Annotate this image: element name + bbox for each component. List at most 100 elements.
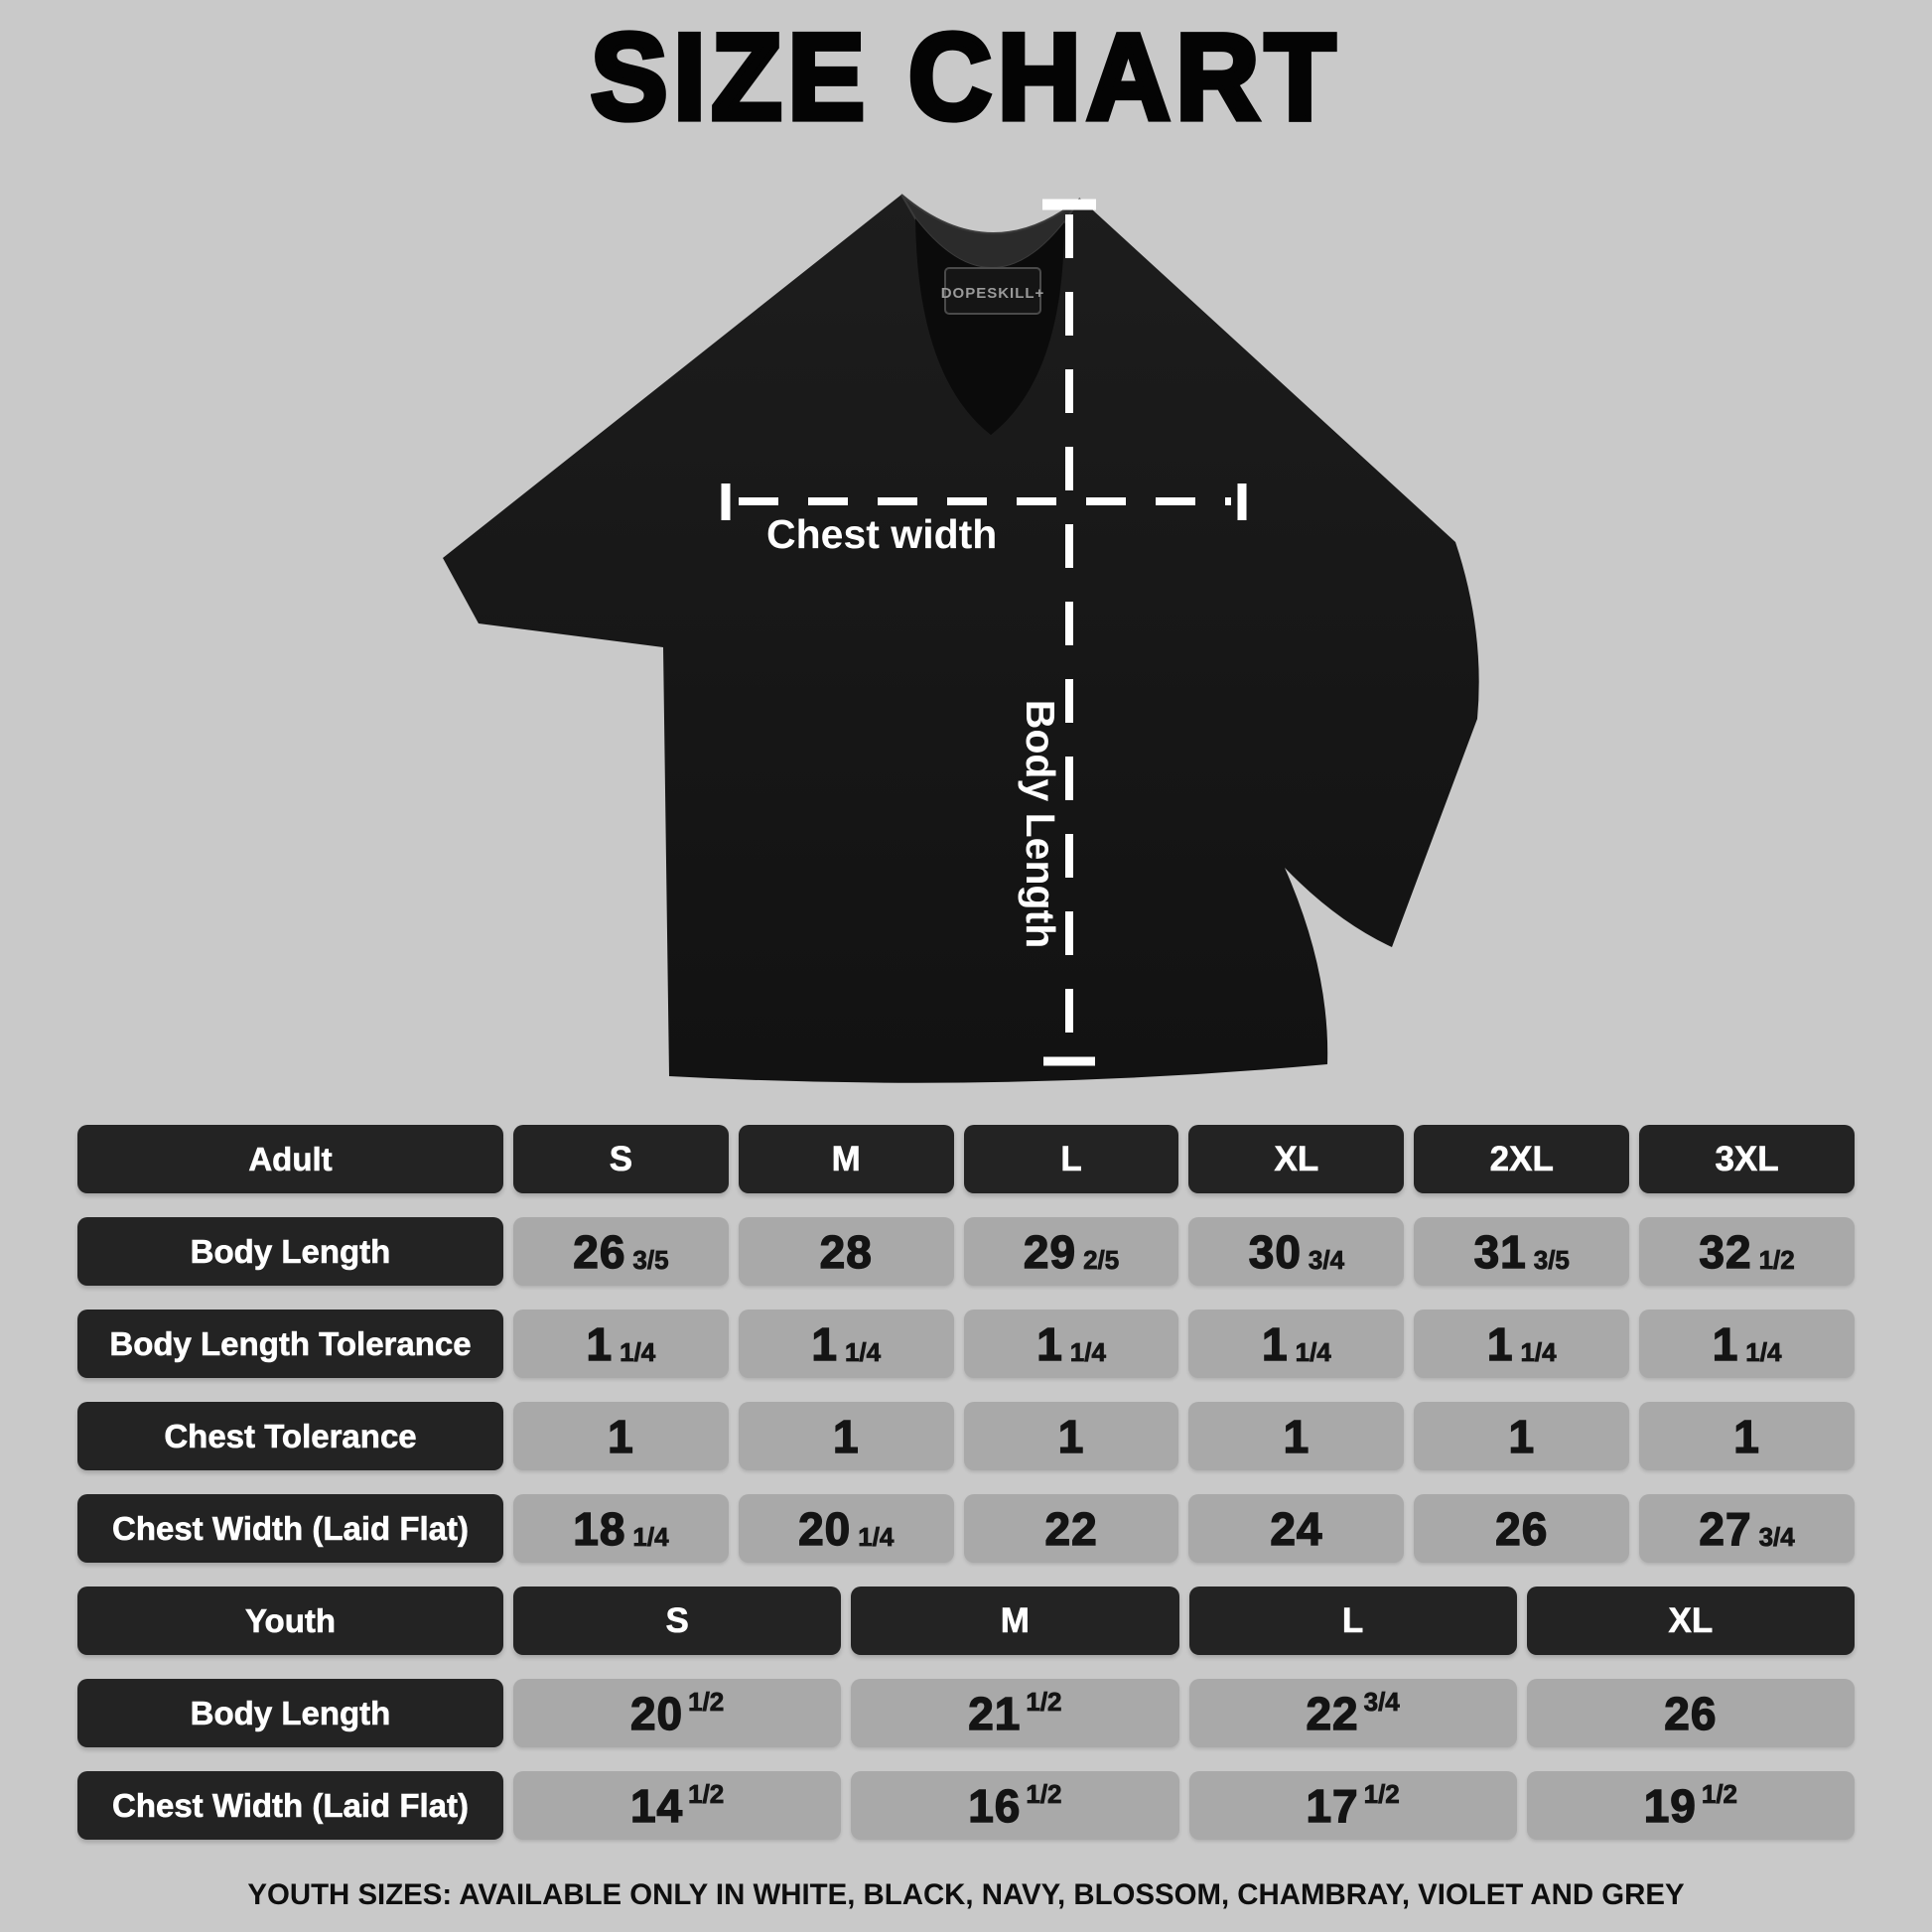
- value-fraction: 1/4: [858, 1522, 895, 1553]
- chest-width-line: [721, 483, 1247, 520]
- value-whole: 24: [1270, 1502, 1323, 1555]
- value-whole: 1: [811, 1317, 838, 1370]
- value-cell: 26 3/5: [513, 1217, 729, 1286]
- value-whole: 1: [1261, 1317, 1289, 1370]
- size-column-header: L: [963, 1125, 1179, 1193]
- value-cell: 1 1/4: [1188, 1310, 1405, 1378]
- value-cell: 26: [1414, 1494, 1630, 1563]
- size-column-header: XL: [1526, 1587, 1855, 1655]
- value-fraction: 1/4: [1745, 1337, 1782, 1368]
- value-cell: 17 1/2: [1188, 1771, 1517, 1840]
- value-cell: 1 1/4: [513, 1310, 729, 1378]
- value-fraction: 3/4: [1758, 1522, 1795, 1553]
- value-cell: 1: [1414, 1402, 1630, 1470]
- value-cell: 32 1/2: [1639, 1217, 1855, 1286]
- value-fraction: 3/5: [1533, 1245, 1570, 1276]
- value-fraction: 1/4: [1069, 1337, 1106, 1368]
- neck-tag: [944, 267, 1041, 315]
- value-fraction: 1/2: [1758, 1245, 1795, 1276]
- body-length-line: [1042, 199, 1096, 1066]
- chest-width-label: Chest width: [766, 511, 997, 557]
- value-cell: 28: [738, 1217, 954, 1286]
- row-label: Body Length: [77, 1679, 503, 1747]
- value-cell: 29 2/5: [963, 1217, 1179, 1286]
- size-column-header: L: [1188, 1587, 1517, 1655]
- value-cell: 16 1/2: [851, 1771, 1179, 1840]
- value-whole: 20: [629, 1687, 684, 1739]
- adult-table-title: Adult: [77, 1125, 503, 1193]
- value-fraction: 3/4: [1308, 1245, 1345, 1276]
- size-column-header: S: [513, 1587, 842, 1655]
- value-cell: 24: [1188, 1494, 1405, 1563]
- value-fraction: 1/2: [688, 1779, 725, 1810]
- tshirt-silhouette: [443, 195, 1479, 1083]
- value-whole: 30: [1248, 1225, 1302, 1278]
- value-cell: 26: [1526, 1679, 1855, 1747]
- size-column-header: S: [513, 1125, 729, 1193]
- value-fraction: 1/4: [1295, 1337, 1331, 1368]
- value-whole: 1: [1508, 1410, 1536, 1462]
- value-cell: 1 1/4: [738, 1310, 954, 1378]
- row-label: Chest Tolerance: [77, 1402, 503, 1470]
- value-cell: 1: [1639, 1402, 1855, 1470]
- value-whole: 1: [832, 1410, 860, 1462]
- value-fraction: 1/4: [620, 1337, 656, 1368]
- size-column-header: 2XL: [1414, 1125, 1630, 1193]
- value-whole: 20: [797, 1502, 852, 1555]
- value-whole: 14: [629, 1779, 684, 1832]
- value-cell: 31 3/5: [1414, 1217, 1630, 1286]
- value-whole: 17: [1306, 1779, 1359, 1832]
- value-cell: 1 1/4: [1414, 1310, 1630, 1378]
- youth-size-table: Youth S M L XL Body Length 20 1/2 21 1/2 22 3/4 26 Ch…: [77, 1587, 1855, 1840]
- value-whole: 26: [1494, 1502, 1549, 1555]
- value-whole: 1: [586, 1317, 614, 1370]
- neck-tag-label: DOPESKILL+: [941, 285, 1045, 302]
- value-whole: 19: [1643, 1779, 1697, 1832]
- value-whole: 1: [1057, 1410, 1085, 1462]
- value-cell: 20 1/4: [738, 1494, 954, 1563]
- value-whole: 1: [1712, 1317, 1739, 1370]
- value-fraction: 1/4: [1520, 1337, 1557, 1368]
- value-cell: 1: [963, 1402, 1179, 1470]
- value-whole: 1: [607, 1410, 634, 1462]
- value-whole: 1: [1733, 1410, 1760, 1462]
- value-fraction: 1/2: [1026, 1779, 1062, 1810]
- value-whole: 26: [1664, 1687, 1718, 1739]
- value-cell: 18 1/4: [513, 1494, 729, 1563]
- page-title: SIZE CHART: [588, 5, 1341, 148]
- value-whole: 1: [1283, 1410, 1311, 1462]
- value-fraction: 1/2: [688, 1687, 725, 1718]
- value-cell: 22 3/4: [1188, 1679, 1517, 1747]
- value-cell: 22: [963, 1494, 1179, 1563]
- footer-note: YOUTH SIZES: AVAILABLE ONLY IN WHITE, BL…: [247, 1878, 1685, 1911]
- value-whole: 1: [1486, 1317, 1514, 1370]
- row-label: Body Length Tolerance: [77, 1310, 503, 1378]
- size-column-header: XL: [1188, 1125, 1405, 1193]
- value-cell: 20 1/2: [513, 1679, 842, 1747]
- value-fraction: 1/2: [1363, 1779, 1400, 1810]
- value-whole: 28: [819, 1225, 873, 1278]
- size-table: Adult S M L XL 2XL 3XL Body Length 26 3/5 28 29 2/5 3…: [77, 1125, 1855, 1863]
- value-whole: 27: [1699, 1502, 1752, 1555]
- body-length-label: Body Length: [1018, 700, 1063, 949]
- value-cell: 1: [513, 1402, 729, 1470]
- size-column-header: M: [851, 1587, 1179, 1655]
- value-fraction: 1/2: [1701, 1779, 1738, 1810]
- size-column-header: 3XL: [1639, 1125, 1855, 1193]
- value-whole: 18: [573, 1502, 626, 1555]
- value-whole: 22: [1306, 1687, 1359, 1739]
- value-whole: 29: [1023, 1225, 1077, 1278]
- value-fraction: 1/2: [1026, 1687, 1062, 1718]
- row-label: Chest Width (Laid Flat): [77, 1771, 503, 1840]
- value-fraction: 3/4: [1363, 1687, 1400, 1718]
- value-whole: 16: [968, 1779, 1022, 1832]
- value-whole: 32: [1699, 1225, 1752, 1278]
- value-cell: 1: [738, 1402, 954, 1470]
- value-fraction: 1/4: [844, 1337, 882, 1368]
- value-cell: 27 3/4: [1639, 1494, 1855, 1563]
- youth-table-title: Youth: [77, 1587, 503, 1655]
- value-whole: 1: [1035, 1317, 1063, 1370]
- value-cell: 30 3/4: [1188, 1217, 1405, 1286]
- value-fraction: 2/5: [1083, 1245, 1120, 1276]
